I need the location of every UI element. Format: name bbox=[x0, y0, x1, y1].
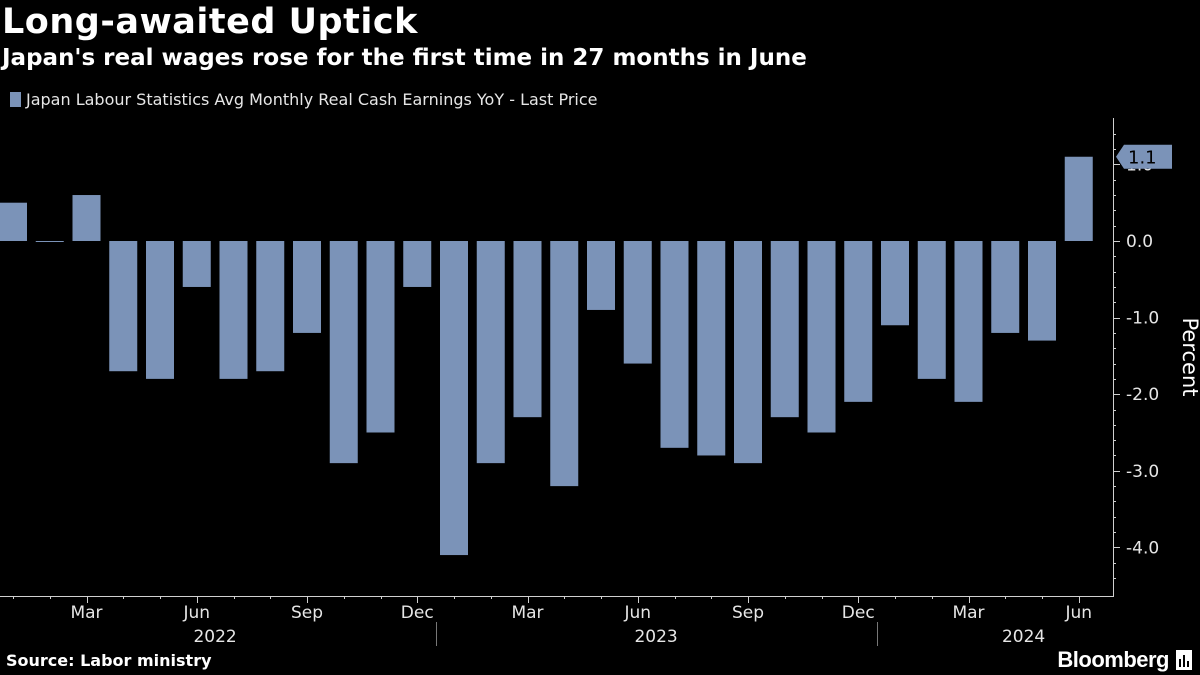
y-tick-label: 0.0 bbox=[1126, 232, 1153, 252]
bar bbox=[881, 241, 909, 326]
x-tick-label: Mar bbox=[511, 603, 543, 623]
bar bbox=[954, 241, 983, 402]
year-label: 2023 bbox=[634, 627, 677, 647]
bar bbox=[844, 241, 873, 402]
legend-swatch bbox=[10, 92, 21, 107]
bar bbox=[770, 241, 799, 418]
x-tick-label: Sep bbox=[732, 603, 764, 623]
bar bbox=[1028, 241, 1056, 341]
bar bbox=[256, 241, 285, 372]
bar bbox=[440, 241, 468, 556]
legend-label: Japan Labour Statistics Avg Monthly Real… bbox=[26, 90, 598, 109]
x-tick-label: Dec bbox=[401, 603, 434, 623]
y-tick-label: -1.0 bbox=[1126, 309, 1159, 329]
year-label: 2024 bbox=[1002, 627, 1045, 647]
bar bbox=[219, 241, 248, 379]
bar bbox=[35, 241, 64, 242]
bar bbox=[403, 241, 432, 287]
bar bbox=[366, 241, 395, 433]
legend: Japan Labour Statistics Avg Monthly Real… bbox=[10, 90, 598, 109]
x-tick-label: Sep bbox=[291, 603, 323, 623]
y-tick-label: -2.0 bbox=[1126, 385, 1159, 405]
bar bbox=[72, 195, 101, 241]
last-value-callout bbox=[1116, 144, 1172, 169]
bar bbox=[917, 241, 946, 379]
x-tick-label: Jun bbox=[623, 603, 651, 623]
y-tick-label: -3.0 bbox=[1126, 462, 1159, 482]
bar bbox=[550, 241, 579, 487]
bar bbox=[476, 241, 505, 464]
x-tick-label: Jun bbox=[182, 603, 210, 623]
bar bbox=[623, 241, 652, 364]
x-tick-label: Mar bbox=[952, 603, 984, 623]
bar bbox=[991, 241, 1020, 333]
chart-subtitle: Japan's real wages rose for the first ti… bbox=[2, 45, 807, 71]
chart-title: Long-awaited Uptick bbox=[2, 2, 418, 42]
bar bbox=[329, 241, 358, 464]
bar bbox=[697, 241, 726, 456]
bar-chart-icon bbox=[1176, 650, 1192, 670]
last-value-label: 1.1 bbox=[1128, 148, 1157, 169]
year-label: 2022 bbox=[193, 627, 236, 647]
y-axis-title: Percent bbox=[1178, 317, 1200, 396]
y-tick-label: -4.0 bbox=[1126, 538, 1159, 558]
bar bbox=[513, 241, 542, 418]
bar bbox=[1064, 156, 1093, 241]
bloomberg-logo: Bloomberg bbox=[1057, 647, 1192, 673]
bar bbox=[807, 241, 836, 433]
bar bbox=[293, 241, 321, 333]
bar bbox=[109, 241, 138, 372]
x-tick-label: Dec bbox=[842, 603, 875, 623]
bar bbox=[734, 241, 762, 464]
brand-name: Bloomberg bbox=[1057, 647, 1169, 672]
source-note: Source: Labor ministry bbox=[6, 651, 212, 670]
bar bbox=[182, 241, 211, 287]
bar bbox=[146, 241, 174, 379]
x-tick-label: Jun bbox=[1064, 603, 1092, 623]
bar bbox=[587, 241, 615, 310]
bar bbox=[660, 241, 689, 448]
bar bbox=[0, 202, 27, 241]
x-tick-label: Mar bbox=[70, 603, 102, 623]
